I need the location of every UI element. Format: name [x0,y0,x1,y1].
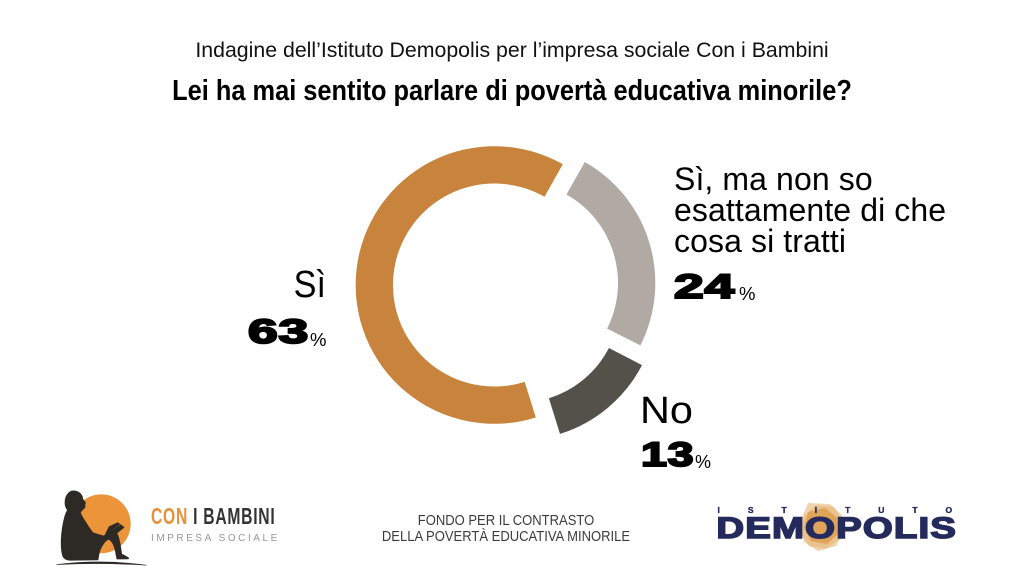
svg-text:ISTITUTO: ISTITUTO [718,505,981,515]
svg-text:DEMOPOLIS: DEMOPOLIS [716,512,957,545]
